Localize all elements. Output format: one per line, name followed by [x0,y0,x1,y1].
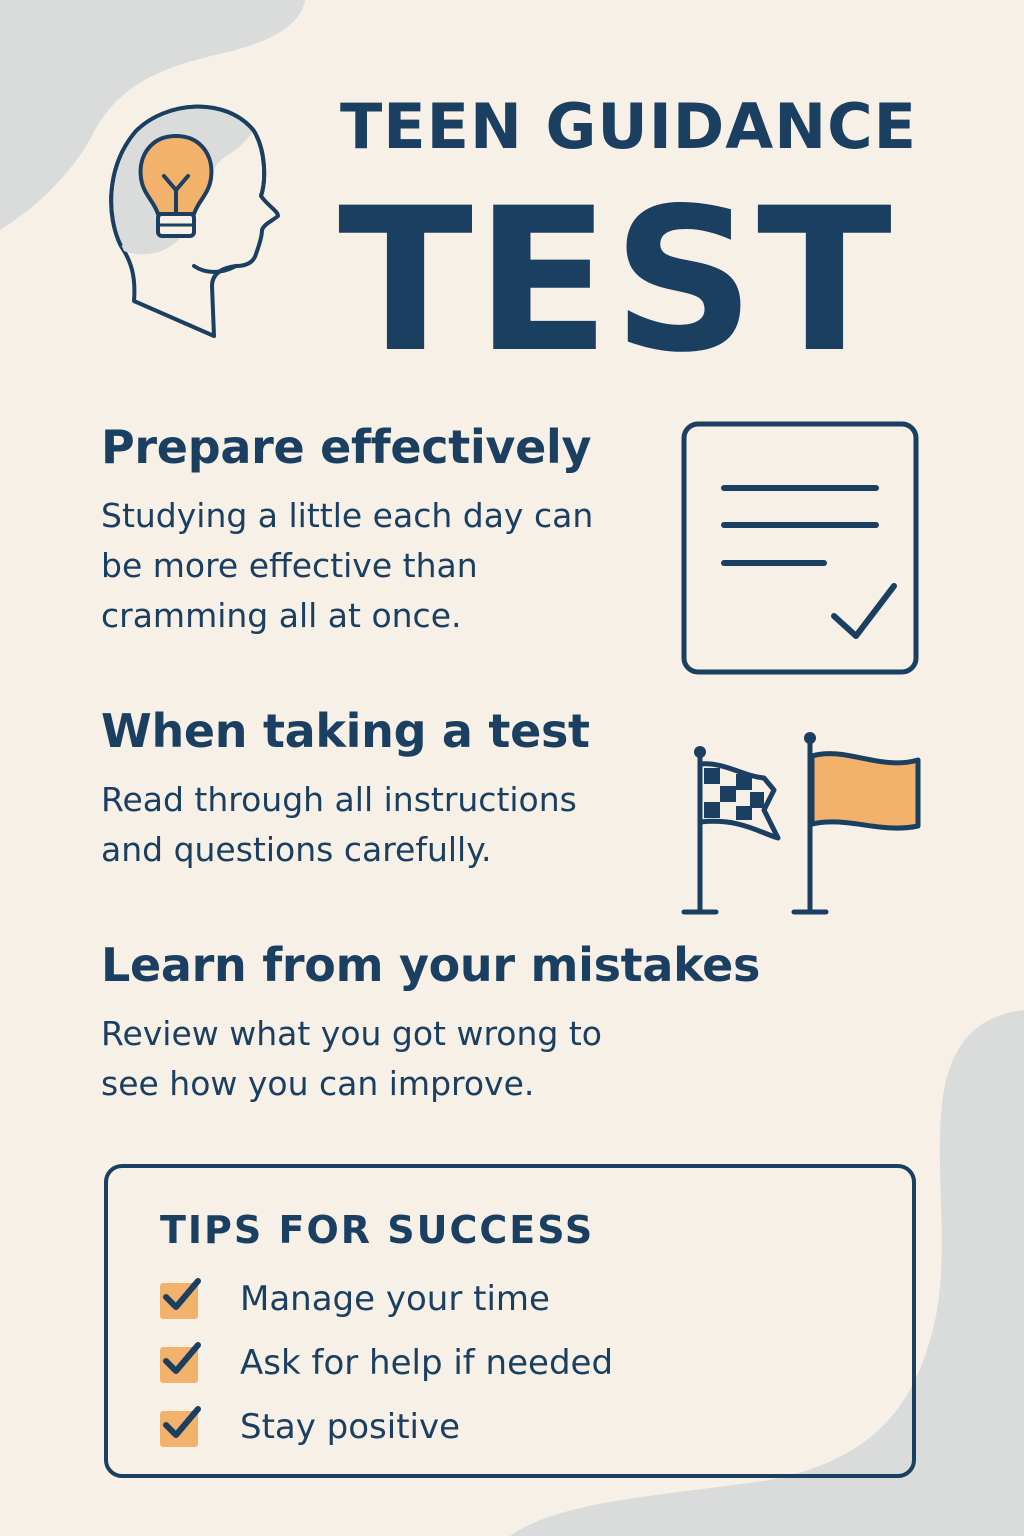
section-prepare: Prepare effectively Studying a little ea… [101,422,593,641]
body-line: and questions carefully. [101,829,492,869]
background-blob-bottom-right [510,1010,1024,1536]
body-line: Read through all instructions [101,779,577,819]
background-blob-top-left [0,0,305,230]
checked-checkbox-icon [160,1278,201,1319]
section-taking-test: When taking a test Read through all inst… [101,706,590,875]
checked-checkbox-icon [160,1406,201,1447]
tip-item: Ask for help if needed [158,1340,613,1386]
flags-icon [681,732,921,915]
tip-text: Ask for help if needed [240,1343,614,1383]
checked-checkbox-icon [160,1342,201,1383]
tips-box: TIPS FOR SUCCESS Manage your time Ask fo… [104,1164,916,1478]
checklist-document-icon [681,421,919,675]
body-line: be more effective than [101,545,478,585]
title-teen-guidance: TEEN GUIDANCE [340,90,917,163]
section-body-learn-mistakes: Review what you got wrong to see how you… [101,1009,760,1109]
tip-text: Manage your time [240,1279,550,1319]
tip-item: Stay positive [158,1404,460,1450]
head-lightbulb-icon [109,104,280,338]
body-line: Studying a little each day can [101,495,594,535]
tips-title: TIPS FOR SUCCESS [160,1208,595,1252]
body-line: cramming all at once. [101,595,462,635]
tip-item: Manage your time [158,1276,550,1322]
section-body-prepare: Studying a little each day can be more e… [101,491,593,641]
body-line: Review what you got wrong to [101,1013,602,1053]
section-body-taking-test: Read through all instructions and questi… [101,775,590,875]
body-line: see how you can improve. [101,1063,535,1103]
section-learn-mistakes: Learn from your mistakes Review what you… [101,940,760,1109]
title-test: TEST [338,165,894,396]
section-heading-prepare: Prepare effectively [101,420,592,474]
tip-text: Stay positive [240,1407,461,1447]
section-heading-taking-test: When taking a test [101,704,590,758]
section-heading-learn-mistakes: Learn from your mistakes [101,938,761,992]
